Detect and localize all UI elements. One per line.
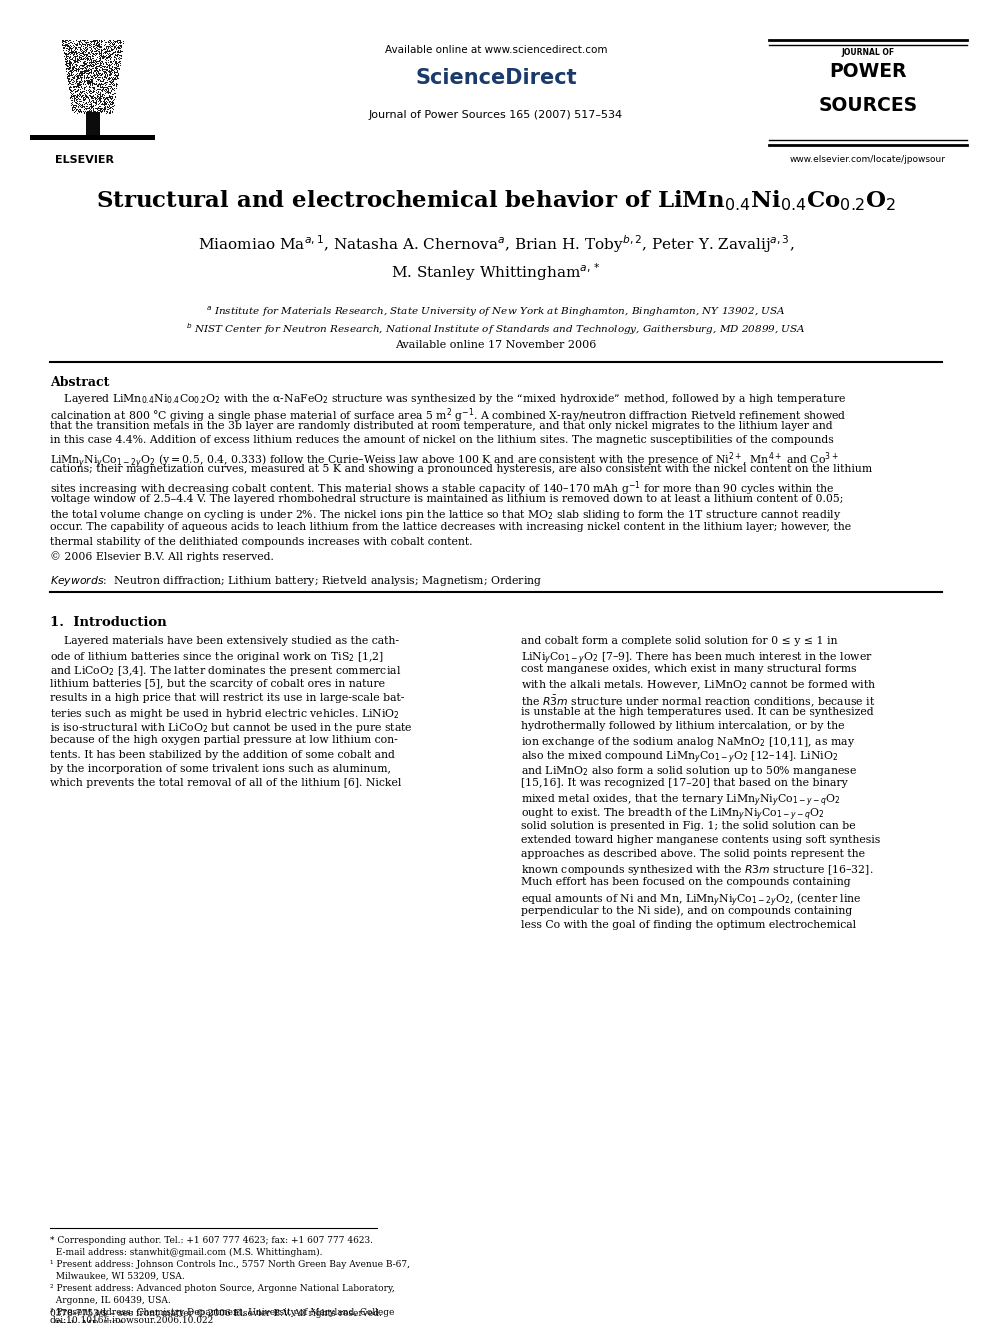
Text: $^{b}$ NIST Center for Neutron Research, National Institute of Standards and Tec: $^{b}$ NIST Center for Neutron Research,…: [186, 321, 806, 337]
Text: LiNi$_y$Co$_{1-y}$O$_2$ [7–9]. There has been much interest in the lower: LiNi$_y$Co$_{1-y}$O$_2$ [7–9]. There has…: [521, 650, 873, 667]
Text: ScienceDirect: ScienceDirect: [416, 67, 576, 89]
Text: with the alkali metals. However, LiMnO$_2$ cannot be formed with: with the alkali metals. However, LiMnO$_…: [521, 679, 876, 692]
Text: $\it{Keywords}$:  Neutron diffraction; Lithium battery; Rietveld analysis; Magne: $\it{Keywords}$: Neutron diffraction; Li…: [50, 574, 542, 587]
Text: in this case 4.4%. Addition of excess lithium reduces the amount of nickel on th: in this case 4.4%. Addition of excess li…: [50, 435, 833, 446]
Text: approaches as described above. The solid points represent the: approaches as described above. The solid…: [521, 849, 865, 859]
Text: 0378-7753/$ – see front matter © 2006 Elsevier B.V. All rights reserved.: 0378-7753/$ – see front matter © 2006 El…: [50, 1308, 382, 1318]
Text: doi:10.1016/j.jpowsour.2006.10.022: doi:10.1016/j.jpowsour.2006.10.022: [50, 1316, 214, 1323]
Text: and LiMnO$_2$ also form a solid solution up to 50% manganese: and LiMnO$_2$ also form a solid solution…: [521, 763, 857, 778]
Text: lithium batteries [5], but the scarcity of cobalt ores in nature: lithium batteries [5], but the scarcity …: [50, 679, 385, 688]
Text: Layered LiMn$_{0.4}$Ni$_{0.4}$Co$_{0.2}$O$_2$ with the α-NaFeO$_2$ structure was: Layered LiMn$_{0.4}$Ni$_{0.4}$Co$_{0.2}$…: [50, 392, 846, 406]
Text: Available online at www.sciencedirect.com: Available online at www.sciencedirect.co…: [385, 45, 607, 56]
Text: teries such as might be used in hybrid electric vehicles. LiNiO$_2$: teries such as might be used in hybrid e…: [50, 706, 400, 721]
Text: www.elsevier.com/locate/jpowsour: www.elsevier.com/locate/jpowsour: [790, 155, 946, 164]
Text: Miaomiao Ma$^{a,1}$, Natasha A. Chernova$^{a}$, Brian H. Toby$^{b,2}$, Peter Y. : Miaomiao Ma$^{a,1}$, Natasha A. Chernova…: [197, 233, 795, 255]
Text: Journal of Power Sources 165 (2007) 517–534: Journal of Power Sources 165 (2007) 517–…: [369, 110, 623, 120]
Text: ELSEVIER: ELSEVIER: [55, 155, 114, 165]
Text: because of the high oxygen partial pressure at low lithium con-: because of the high oxygen partial press…: [50, 736, 398, 745]
Text: Layered materials have been extensively studied as the cath-: Layered materials have been extensively …: [50, 636, 399, 646]
Text: sites increasing with decreasing cobalt content. This material shows a stable ca: sites increasing with decreasing cobalt …: [50, 479, 834, 497]
Text: LiMn$_y$Ni$_y$Co$_{1-2y}$O$_2$ (y = 0.5, 0.4, 0.333) follow the Curie–Weiss law : LiMn$_y$Ni$_y$Co$_{1-2y}$O$_2$ (y = 0.5,…: [50, 450, 838, 471]
Text: solid solution is presented in Fig. 1; the solid solution can be: solid solution is presented in Fig. 1; t…: [521, 820, 855, 831]
Text: calcination at 800 °C giving a single phase material of surface area 5 m$^2$ g$^: calcination at 800 °C giving a single ph…: [50, 406, 846, 425]
Text: Much effort has been focused on the compounds containing: Much effort has been focused on the comp…: [521, 877, 850, 888]
Text: SOURCES: SOURCES: [818, 97, 918, 115]
Text: the total volume change on cycling is under 2%. The nickel ions pin the lattice : the total volume change on cycling is un…: [50, 508, 841, 523]
Text: and cobalt form a complete solid solution for 0 ≤ y ≤ 1 in: and cobalt form a complete solid solutio…: [521, 636, 837, 646]
Text: [15,16]. It was recognized [17–20] that based on the binary: [15,16]. It was recognized [17–20] that …: [521, 778, 847, 789]
Text: JOURNAL OF: JOURNAL OF: [841, 48, 895, 57]
Text: thermal stability of the delithiated compounds increases with cobalt content.: thermal stability of the delithiated com…: [50, 537, 472, 546]
Text: is iso-structural with LiCoO$_2$ but cannot be used in the pure state: is iso-structural with LiCoO$_2$ but can…: [50, 721, 413, 736]
Text: ion exchange of the sodium analog NaMnO$_2$ [10,11], as may: ion exchange of the sodium analog NaMnO$…: [521, 736, 855, 749]
Text: also the mixed compound LiMn$_y$Co$_{1-y}$O$_2$ [12–14]. LiNiO$_2$: also the mixed compound LiMn$_y$Co$_{1-y…: [521, 750, 838, 766]
Text: $^{a}$ Institute for Materials Research, State University of New York at Bingham: $^{a}$ Institute for Materials Research,…: [206, 306, 786, 319]
Text: is unstable at the high temperatures used. It can be synthesized: is unstable at the high temperatures use…: [521, 706, 873, 717]
Text: voltage window of 2.5–4.4 V. The layered rhombohedral structure is maintained as: voltage window of 2.5–4.4 V. The layered…: [50, 493, 843, 504]
Text: that the transition metals in the 3b layer are randomly distributed at room temp: that the transition metals in the 3b lay…: [50, 421, 832, 431]
Text: equal amounts of Ni and Mn, LiMn$_y$Ni$_y$Co$_{1-2y}$O$_2$, (center line: equal amounts of Ni and Mn, LiMn$_y$Ni$_…: [521, 892, 861, 909]
Text: the $R\bar{3}m$ structure under normal reaction conditions, because it: the $R\bar{3}m$ structure under normal r…: [521, 693, 875, 709]
Text: Park, MD, USA.: Park, MD, USA.: [50, 1320, 127, 1323]
Text: M. Stanley Whittingham$^{a,*}$: M. Stanley Whittingham$^{a,*}$: [391, 261, 601, 283]
Text: hydrothermally followed by lithium intercalation, or by the: hydrothermally followed by lithium inter…: [521, 721, 844, 732]
Text: Abstract: Abstract: [50, 376, 109, 389]
Text: known compounds synthesized with the $R3m$ structure [16–32].: known compounds synthesized with the $R3…: [521, 863, 873, 877]
Text: by the incorporation of some trivalent ions such as aluminum,: by the incorporation of some trivalent i…: [50, 763, 391, 774]
Text: E-mail address: stanwhit@gmail.com (M.S. Whittingham).: E-mail address: stanwhit@gmail.com (M.S.…: [50, 1248, 322, 1257]
Text: * Corresponding author. Tel.: +1 607 777 4623; fax: +1 607 777 4623.: * Corresponding author. Tel.: +1 607 777…: [50, 1236, 373, 1245]
Text: perpendicular to the Ni side), and on compounds containing: perpendicular to the Ni side), and on co…: [521, 906, 852, 917]
Text: ought to exist. The breadth of the LiMn$_y$Ni$_y$Co$_{1-y-q}$O$_2$: ought to exist. The breadth of the LiMn$…: [521, 807, 824, 823]
Text: ¹ Present address: Johnson Controls Inc., 5757 North Green Bay Avenue B-67,: ¹ Present address: Johnson Controls Inc.…: [50, 1259, 410, 1269]
Text: Argonne, IL 60439, USA.: Argonne, IL 60439, USA.: [50, 1295, 171, 1304]
Text: which prevents the total removal of all of the lithium [6]. Nickel: which prevents the total removal of all …: [50, 778, 401, 789]
Text: POWER: POWER: [829, 62, 907, 81]
Text: extended toward higher manganese contents using soft synthesis: extended toward higher manganese content…: [521, 835, 880, 845]
Text: © 2006 Elsevier B.V. All rights reserved.: © 2006 Elsevier B.V. All rights reserved…: [50, 552, 274, 562]
Text: ³ Present address: Chemistry Department, University of Maryland, College: ³ Present address: Chemistry Department,…: [50, 1307, 394, 1316]
Text: cations; their magnetization curves, measured at 5 K and showing a pronounced hy: cations; their magnetization curves, mea…: [50, 464, 872, 475]
Text: and LiCoO$_2$ [3,4]. The latter dominates the present commercial: and LiCoO$_2$ [3,4]. The latter dominate…: [50, 664, 401, 679]
Text: Available online 17 November 2006: Available online 17 November 2006: [396, 340, 596, 351]
Text: Milwaukee, WI 53209, USA.: Milwaukee, WI 53209, USA.: [50, 1271, 185, 1281]
Text: Structural and electrochemical behavior of LiMn$_{0.4}$Ni$_{0.4}$Co$_{0.2}$O$_2$: Structural and electrochemical behavior …: [96, 188, 896, 213]
Text: 1.  Introduction: 1. Introduction: [50, 617, 167, 628]
Text: tents. It has been stabilized by the addition of some cobalt and: tents. It has been stabilized by the add…: [50, 750, 395, 759]
Text: cost manganese oxides, which exist in many structural forms: cost manganese oxides, which exist in ma…: [521, 664, 856, 675]
Text: occur. The capability of aqueous acids to leach lithium from the lattice decreas: occur. The capability of aqueous acids t…: [50, 523, 851, 532]
Text: ² Present address: Advanced photon Source, Argonne National Laboratory,: ² Present address: Advanced photon Sourc…: [50, 1283, 395, 1293]
Text: mixed metal oxides, that the ternary LiMn$_y$Ni$_y$Co$_{1-y-q}$O$_2$: mixed metal oxides, that the ternary LiM…: [521, 792, 840, 808]
Text: ode of lithium batteries since the original work on TiS$_2$ [1,2]: ode of lithium batteries since the origi…: [50, 650, 384, 664]
Text: results in a high price that will restrict its use in large-scale bat-: results in a high price that will restri…: [50, 693, 404, 703]
Text: less Co with the goal of finding the optimum electrochemical: less Co with the goal of finding the opt…: [521, 919, 856, 930]
